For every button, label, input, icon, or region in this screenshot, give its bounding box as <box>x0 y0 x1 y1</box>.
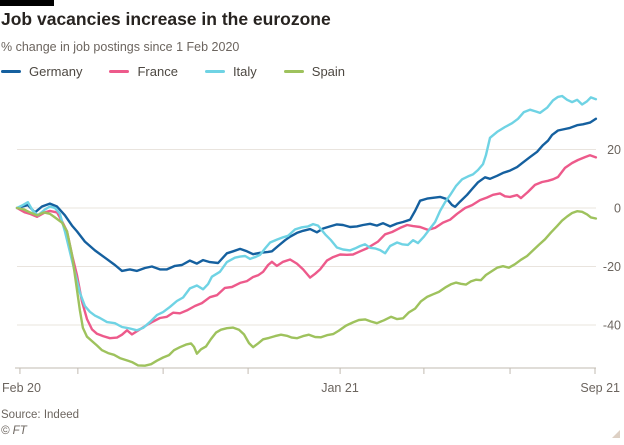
italy-line-swatch-icon <box>204 69 225 74</box>
france-line-swatch-icon <box>109 69 130 74</box>
legend-label-france: France <box>137 64 178 79</box>
legend-item-france: France <box>109 64 178 79</box>
ft-copyright: © FT <box>1 425 27 437</box>
germany-line-swatch-icon <box>1 69 21 74</box>
page-subtitle: % change in job postings since 1 Feb 202… <box>1 40 240 54</box>
y-axis-tick-label: 0 <box>614 202 621 216</box>
y-axis-tick-label: -40 <box>603 319 621 333</box>
source-note: Source: Indeed <box>1 409 80 421</box>
line-germany <box>15 117 598 273</box>
spain-line-swatch-icon <box>283 69 304 74</box>
expand-icon-triangle[interactable] <box>612 430 620 438</box>
legend-label-germany: Germany <box>29 64 83 79</box>
x-axis-tick-label: Jan 21 <box>321 381 359 395</box>
legend-item-germany: Germany <box>1 64 82 79</box>
line-italy <box>15 94 598 332</box>
legend-label-spain: Spain <box>311 64 346 79</box>
page-title: Job vacancies increase in the eurozone <box>1 9 331 29</box>
x-axis-tick-label: Feb 20 <box>2 381 41 395</box>
y-axis-tick-label: -20 <box>603 260 621 274</box>
line-spain <box>15 206 598 367</box>
y-axis-tick-label: 20 <box>607 143 621 157</box>
legend: Germany France Italy Spain <box>1 64 345 79</box>
legend-item-spain: Spain <box>283 64 346 79</box>
ft-top-bar <box>0 0 54 6</box>
x-axis-tick-label: Sep 21 <box>580 381 620 395</box>
legend-label-italy: Italy <box>232 64 257 79</box>
line-france <box>15 154 598 340</box>
expand-icon[interactable] <box>611 429 621 439</box>
legend-item-italy: Italy <box>204 64 257 79</box>
